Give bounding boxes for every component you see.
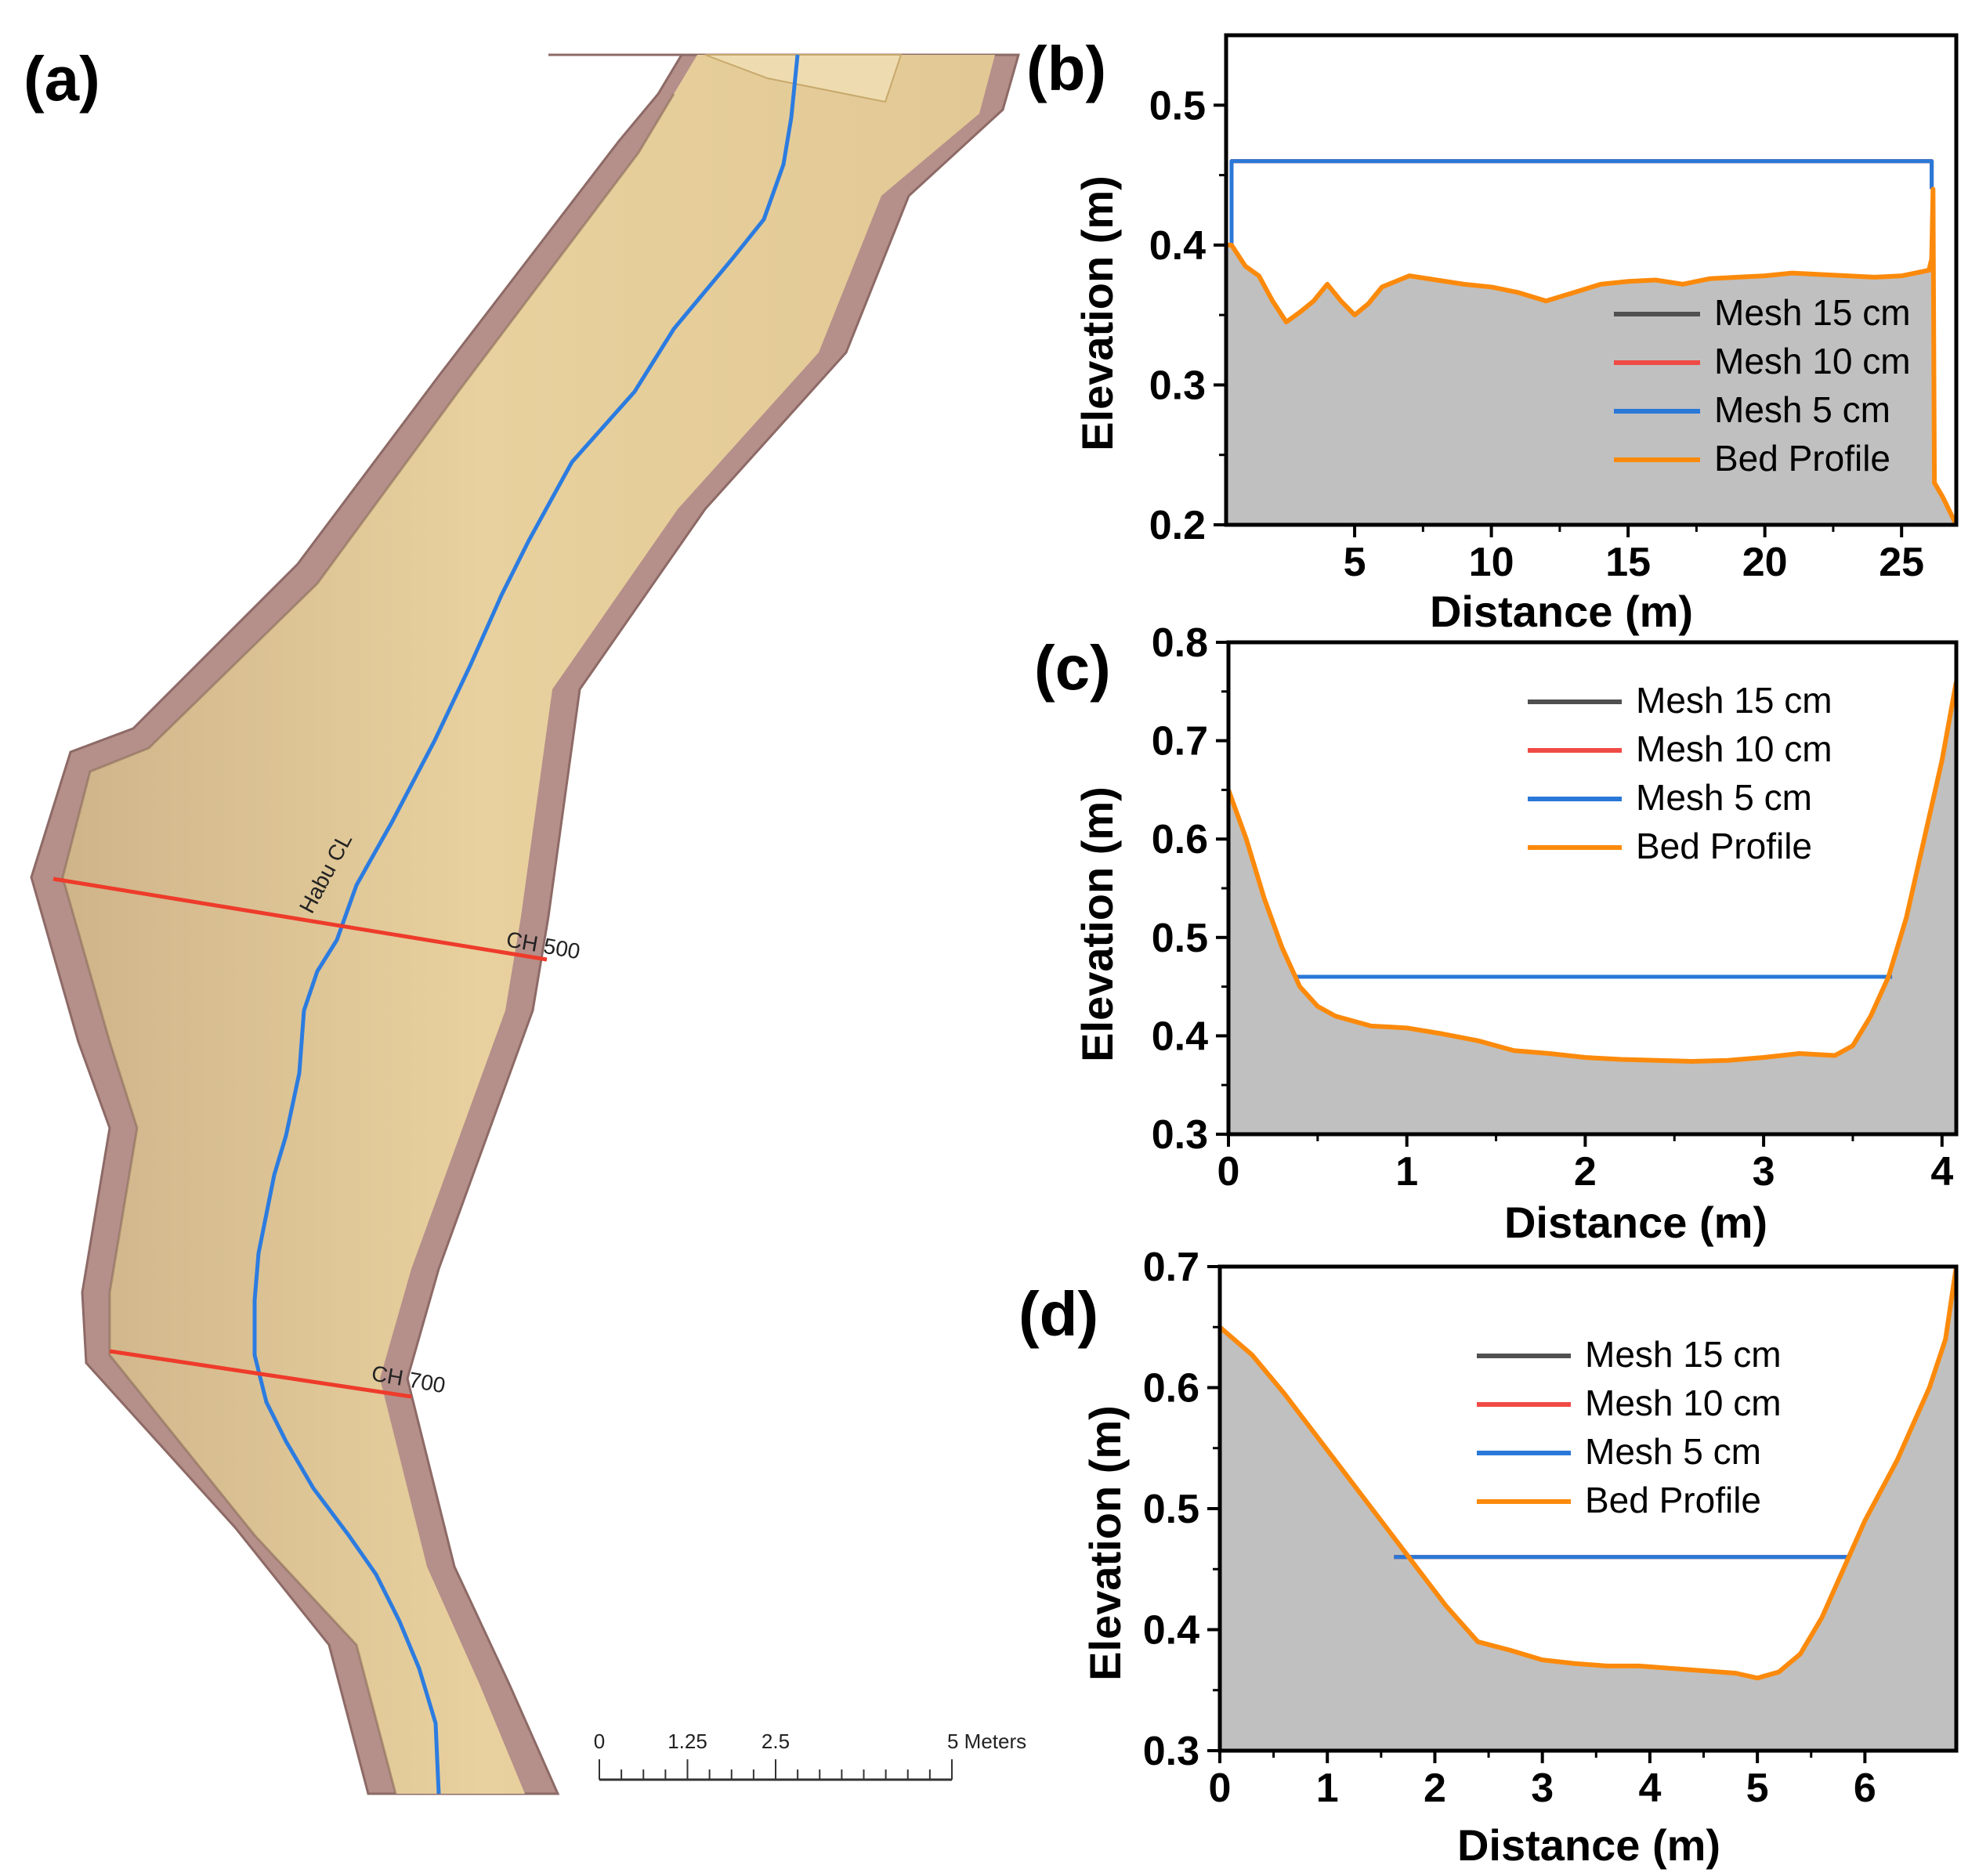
panel-b-xtick-label: 15 <box>1605 540 1651 585</box>
panel-d-legend: Mesh 15 cm Mesh 10 cm Mesh 5 cm Bed Profile <box>1477 1334 1782 1520</box>
panel-b-series-bed-profile[interactable] <box>1226 186 1956 525</box>
panel-b-ytick-label: 0.5 <box>1149 83 1206 128</box>
panel-d-plot-area: 0 1 2 3 4 5 6 0.3 0.4 0.5 0.6 0.7 <box>1143 1245 1959 1811</box>
panel-d-legend-label-mesh-10-cm: Mesh 10 cm <box>1585 1383 1782 1423</box>
panel-d-xlabel: Distance (m) <box>1457 1820 1720 1870</box>
panel-c-legend: Mesh 15 cm Mesh 10 cm Mesh 5 cm Bed Profile <box>1528 680 1832 866</box>
centerline[interactable] <box>252 54 800 1795</box>
panel-b-chart: (b) 5 10 15 20 25 0.2 0.3 0.4 0.5 Distance (m) E… <box>1026 33 1959 636</box>
panel-c-letter: (c) <box>1034 633 1111 703</box>
panel-d-ylabel: Elevation (m) <box>1080 1405 1130 1681</box>
panel-c-xtick-label: 1 <box>1395 1149 1418 1195</box>
panel-b-series-mesh-15-cm[interactable] <box>1229 159 1934 245</box>
panel-b-ylabel: Elevation (m) <box>1073 175 1122 451</box>
panel-c-ytick-label: 0.6 <box>1152 817 1208 862</box>
panel-c-legend-label-mesh-5-cm: Mesh 5 cm <box>1636 777 1812 818</box>
panel-c-xtick-label: 4 <box>1930 1149 1953 1195</box>
panel-b-legend-label-mesh-5-cm: Mesh 5 cm <box>1714 389 1890 430</box>
panel-d-series-bed-profile[interactable] <box>1220 1267 1956 1681</box>
panel-b-legend-label-mesh-10-cm: Mesh 10 cm <box>1714 341 1911 381</box>
panel-c-xtick-label: 3 <box>1753 1149 1775 1195</box>
panel-b-xtick-label: 20 <box>1742 540 1788 585</box>
panel-d-ytick-label: 0.4 <box>1143 1608 1199 1654</box>
scale-bar-label: 1.25 <box>668 1730 707 1753</box>
panel-d-ytick-label: 0.3 <box>1143 1729 1199 1774</box>
panel-c-legend-label-mesh-15-cm: Mesh 15 cm <box>1636 680 1832 721</box>
panel-b-series-mesh-10-cm[interactable] <box>1229 159 1934 245</box>
panel-c-ytick-label: 0.5 <box>1152 916 1208 961</box>
panel-d-xtick-label: 4 <box>1638 1766 1661 1811</box>
panel-d-xtick-label: 1 <box>1316 1766 1339 1811</box>
panel-b-legend-label-bed-profile: Bed Profile <box>1714 438 1890 479</box>
panel-c-ylabel: Elevation (m) <box>1073 786 1122 1062</box>
panel-b-ytick-label: 0.4 <box>1149 223 1206 269</box>
panel-d-letter: (d) <box>1018 1279 1098 1349</box>
panel-b-axes-frame <box>1224 33 1959 527</box>
scale-bar-label: 5 Meters <box>947 1730 1026 1753</box>
panel-b-bed-fill <box>1226 189 1956 525</box>
channel-surface[interactable] <box>63 55 995 1794</box>
bank-inner-edge <box>61 93 675 1795</box>
panel-b-plot-area: 5 10 15 20 25 0.2 0.3 0.4 0.5 <box>1149 33 1959 585</box>
upstream-patch <box>704 54 903 103</box>
panel-c-ytick-label: 0.4 <box>1152 1014 1208 1059</box>
panel-c-ytick-label: 0.8 <box>1152 620 1208 666</box>
panel-d-xtick-label: 6 <box>1854 1766 1876 1811</box>
scale-bar-label: 0 <box>594 1730 605 1753</box>
panel-c-xlabel: Distance (m) <box>1504 1198 1767 1247</box>
panel-d-chart: (d) 0 1 2 3 4 5 60.30.40.50.60.7 Distance (m) … <box>1018 1245 1959 1870</box>
panel-d-legend-label-mesh-5-cm: Mesh 5 cm <box>1585 1431 1761 1472</box>
panel-a-map: (a) Habu CL CH 500 CH 700 0 1.25 2.5 5 Mete… <box>24 44 1026 1795</box>
panel-c-bed-fill <box>1228 681 1956 1134</box>
panel-b-letter: (b) <box>1026 34 1106 103</box>
panel-c-xtick-label: 0 <box>1217 1149 1240 1195</box>
scale-bar-label: 2.5 <box>762 1730 790 1753</box>
panel-d-ytick-label: 0.6 <box>1143 1366 1199 1412</box>
panel-d-ytick-label: 0.5 <box>1143 1487 1199 1532</box>
panel-b-legend: Mesh 15 cm Mesh 10 cm Mesh 5 cm Bed Profile <box>1614 292 1911 479</box>
panel-b-ytick-label: 0.2 <box>1149 503 1206 548</box>
panel-d-bed-fill <box>1220 1267 1956 1751</box>
section-ch700[interactable] <box>109 1349 412 1399</box>
panel-b-series-mesh-5-cm[interactable] <box>1229 159 1934 245</box>
panel-d-xtick-label: 0 <box>1209 1766 1232 1811</box>
panel-b-legend-label-mesh-15-cm: Mesh 15 cm <box>1714 292 1911 333</box>
panel-b-xtick-label: 10 <box>1469 540 1514 585</box>
panel-c-series-bed-profile[interactable] <box>1228 681 1956 1065</box>
panel-b-ytick-label: 0.3 <box>1149 363 1206 408</box>
panel-b-xtick-label: 25 <box>1879 540 1924 585</box>
panel-d-legend-label-bed-profile: Bed Profile <box>1585 1480 1761 1520</box>
panel-a-letter: (a) <box>24 44 100 114</box>
panel-d-xtick-label: 3 <box>1531 1766 1554 1811</box>
panel-c-legend-label-mesh-10-cm: Mesh 10 cm <box>1636 728 1832 769</box>
panel-d-ytick-label: 0.7 <box>1143 1245 1199 1290</box>
panel-c-legend-label-bed-profile: Bed Profile <box>1636 826 1812 866</box>
panel-c-ytick-label: 0.7 <box>1152 719 1208 764</box>
panel-c-ytick-label: 0.3 <box>1152 1112 1208 1158</box>
panel-d-xtick-label: 2 <box>1424 1766 1446 1811</box>
panel-b-xlabel: Distance (m) <box>1430 587 1693 636</box>
scale-bar: 0 1.25 2.5 5 Meters <box>594 1730 1026 1781</box>
panel-c-chart: (c) 0 1 2 3 4 0.3 0.4 0.5 0.6 0.7 0.8 Distance (m)… <box>1034 620 1959 1247</box>
panel-c-xtick-label: 2 <box>1574 1149 1597 1195</box>
panel-d-xtick-label: 5 <box>1746 1766 1769 1811</box>
panel-c-plot-area: 0 1 2 3 4 0.3 0.4 0.5 0.6 0.7 0.8 <box>1152 620 1959 1195</box>
panel-b-xtick-label: 5 <box>1344 540 1366 585</box>
section-ch500[interactable] <box>52 877 548 962</box>
panel-d-legend-label-mesh-15-cm: Mesh 15 cm <box>1585 1334 1782 1375</box>
